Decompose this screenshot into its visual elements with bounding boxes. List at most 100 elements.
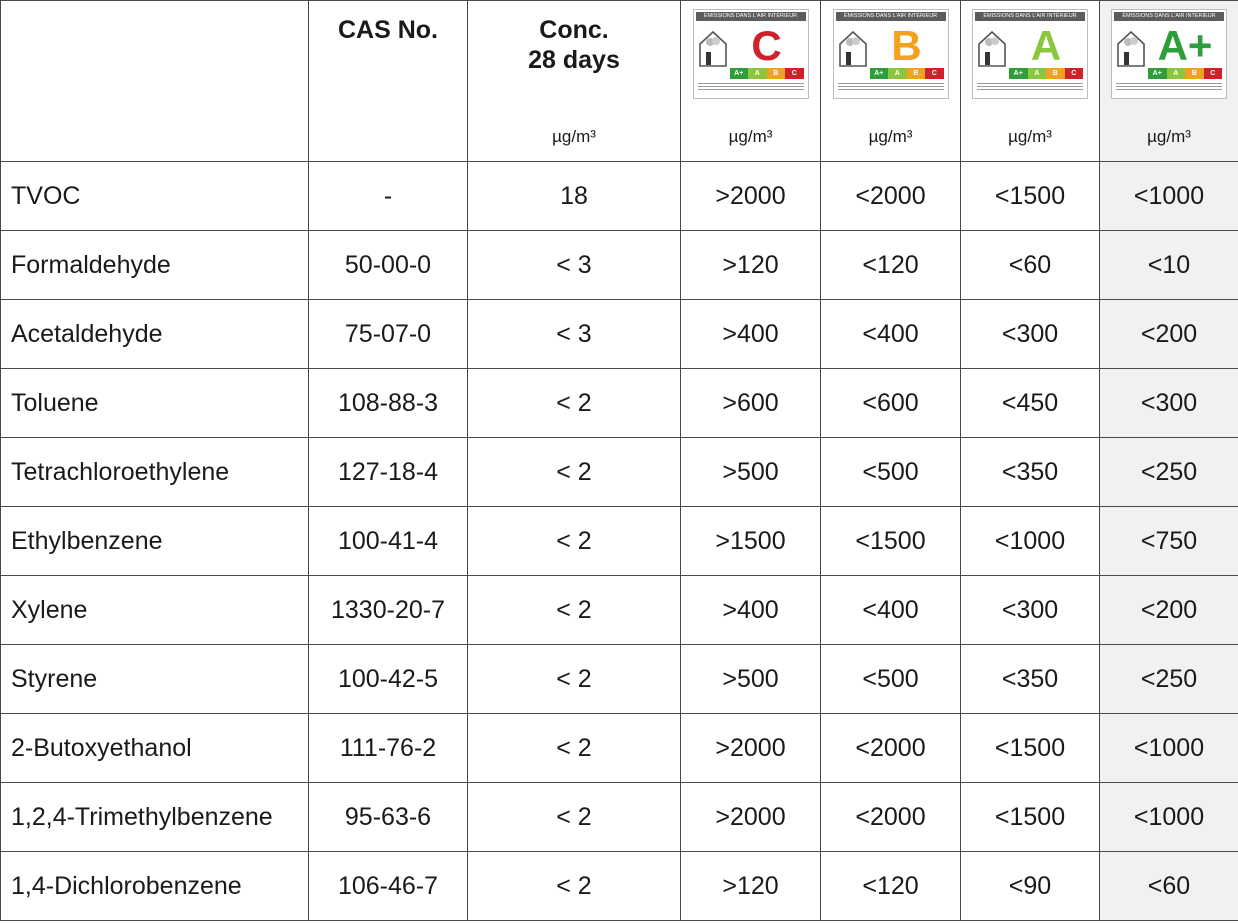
grade-a: A — [1030, 22, 1062, 69]
class-a-limit-cell: <60 — [960, 230, 1100, 300]
scale-a: A — [1166, 68, 1185, 79]
concentration-cell: < 3 — [467, 230, 681, 300]
grade-b: B — [891, 22, 922, 69]
cas-number-cell: - — [308, 161, 468, 231]
table-row: TVOC -18 >2000 <2000 <1500 <1000 — [0, 161, 1238, 231]
table-row: 2-Butoxyethanol 111-76-2 < 2 >2000 <2000 <150… — [0, 713, 1238, 783]
class-b-limit-cell: <120 — [820, 230, 961, 300]
badge-caption: ÉMISSIONS DANS L'AIR INTÉRIEUR — [835, 12, 946, 21]
class-a-limit-cell: <1500 — [960, 782, 1100, 852]
class-a-limit-cell: <350 — [960, 644, 1100, 714]
class-aplus-limit-cell: <250 — [1099, 437, 1238, 507]
compound-name-cell: 1,4-Dichlorobenzene — [0, 851, 309, 921]
class-b-limit-cell: <2000 — [820, 161, 961, 231]
class-c-limit-cell: >2000 — [680, 161, 821, 231]
grade-aplus: A+ — [1157, 22, 1213, 69]
compound-name-cell: 2-Butoxyethanol — [0, 713, 309, 783]
concentration-cell: 18 — [467, 161, 681, 231]
class-c-limit-cell: >400 — [680, 299, 821, 369]
badge-caption: ÉMISSIONS DANS L'AIR INTÉRIEUR — [975, 12, 1085, 21]
scale-aplus: A+ — [869, 68, 888, 79]
cas-number-cell: 127-18-4 — [308, 437, 468, 507]
compound-name-cell: TVOC — [0, 161, 309, 231]
class-c-limit-cell: >400 — [680, 575, 821, 645]
header-empty-cell — [0, 0, 309, 162]
class-b-limit-cell: <500 — [820, 437, 961, 507]
class-c-label-badge: ÉMISSIONS DANS L'AIR INTÉRIEUR C A+ A B … — [692, 9, 809, 99]
grade-scale: A+ A B C — [1009, 68, 1083, 79]
class-aplus-limit-cell: <1000 — [1099, 782, 1238, 852]
class-a-limit-cell: <1500 — [960, 713, 1100, 783]
compound-name-cell: Formaldehyde — [0, 230, 309, 300]
scale-c: C — [925, 68, 944, 79]
scale-a: A — [888, 68, 907, 79]
concentration-cell: < 2 — [467, 782, 681, 852]
class-c-limit-cell: >120 — [680, 230, 821, 300]
compound-name-cell: Ethylbenzene — [0, 506, 309, 576]
scale-aplus: A+ — [1148, 68, 1167, 79]
scale-a: A — [1027, 68, 1046, 79]
concentration-cell: < 2 — [467, 851, 681, 921]
compound-name-cell: Styrene — [0, 644, 309, 714]
scale-aplus: A+ — [1009, 68, 1028, 79]
class-b-limit-cell: <500 — [820, 644, 961, 714]
class-aplus-limit-cell: <60 — [1099, 851, 1238, 921]
class-b-limit-cell: <120 — [820, 851, 961, 921]
header-conc: Conc. 28 days µg/m³ — [467, 0, 681, 162]
class-a-limit-cell: <1500 — [960, 161, 1100, 231]
house-icon — [698, 30, 727, 67]
scale-aplus: A+ — [729, 68, 748, 79]
class-a-limit-cell: <300 — [960, 299, 1100, 369]
fine-print — [977, 83, 1083, 92]
cas-number-cell: 75-07-0 — [308, 299, 468, 369]
fine-print — [697, 83, 804, 92]
cas-number-cell: 111-76-2 — [308, 713, 468, 783]
cas-number-cell: 100-41-4 — [308, 506, 468, 576]
grade-scale: A+ A B C — [869, 68, 944, 79]
scale-a: A — [748, 68, 767, 79]
scale-c: C — [1203, 68, 1222, 79]
class-a-limit-cell: <90 — [960, 851, 1100, 921]
scale-b: B — [766, 68, 785, 79]
class-c-limit-cell: >500 — [680, 437, 821, 507]
class-a-limit-cell: <300 — [960, 575, 1100, 645]
scale-c: C — [785, 68, 804, 79]
compound-name-cell: Toluene — [0, 368, 309, 438]
class-aplus-limit-cell: <300 — [1099, 368, 1238, 438]
class-aplus-limit-cell: <10 — [1099, 230, 1238, 300]
header-cas: CAS No. — [308, 0, 468, 162]
class-b-limit-cell: <2000 — [820, 713, 961, 783]
header-class-c: ÉMISSIONS DANS L'AIR INTÉRIEUR C A+ A B … — [680, 0, 821, 162]
conc-unit: µg/m³ — [552, 127, 596, 146]
class-c-limit-cell: >1500 — [680, 506, 821, 576]
table-row: 1,4-Dichlorobenzene 106-46-7 < 2 >120 <120 <9… — [0, 851, 1238, 921]
compound-name-cell: 1,2,4-Trimethylbenzene — [0, 782, 309, 852]
concentration-cell: < 2 — [467, 713, 681, 783]
table-body: TVOC -18 >2000 <2000 <1500 <1000 Formaldehyde 5… — [0, 161, 1238, 921]
table-row: Ethylbenzene 100-41-4 < 2 >1500 <1500 <1000 <7… — [0, 506, 1238, 576]
table-row: Acetaldehyde 75-07-0 < 3 >400 <400 <300 <200 — [0, 299, 1238, 369]
scale-c: C — [1064, 68, 1083, 79]
cas-number-cell: 50-00-0 — [308, 230, 468, 300]
compound-name-cell: Tetrachloroethylene — [0, 437, 309, 507]
grade-scale: A+ A B C — [729, 68, 804, 79]
class-c-limit-cell: >2000 — [680, 782, 821, 852]
table-row: Toluene 108-88-3 < 2 >600 <600 <450 <300 — [0, 368, 1238, 438]
fine-print — [1116, 83, 1222, 92]
badge-caption: ÉMISSIONS DANS L'AIR INTÉRIEUR — [695, 12, 806, 21]
class-a-limit-cell: <1000 — [960, 506, 1100, 576]
class-aplus-limit-cell: <200 — [1099, 299, 1238, 369]
conc-header-line1: Conc. — [539, 16, 609, 44]
concentration-cell: < 2 — [467, 644, 681, 714]
class-c-limit-cell: >600 — [680, 368, 821, 438]
cas-number-cell: 100-42-5 — [308, 644, 468, 714]
cas-number-cell: 108-88-3 — [308, 368, 468, 438]
class-aplus-label-badge: ÉMISSIONS DANS L'AIR INTÉRIEUR A+ A+ A B… — [1111, 9, 1227, 99]
cas-header-label: CAS No. — [338, 16, 438, 44]
conc-header-line2: 28 days — [528, 46, 620, 74]
class-b-limit-cell: <2000 — [820, 782, 961, 852]
class-a-limit-cell: <450 — [960, 368, 1100, 438]
table-row: Formaldehyde 50-00-0 < 3 >120 <120 <60 <10 — [0, 230, 1238, 300]
header-class-a: ÉMISSIONS DANS L'AIR INTÉRIEUR A A+ A B … — [960, 0, 1100, 162]
class-c-limit-cell: >2000 — [680, 713, 821, 783]
